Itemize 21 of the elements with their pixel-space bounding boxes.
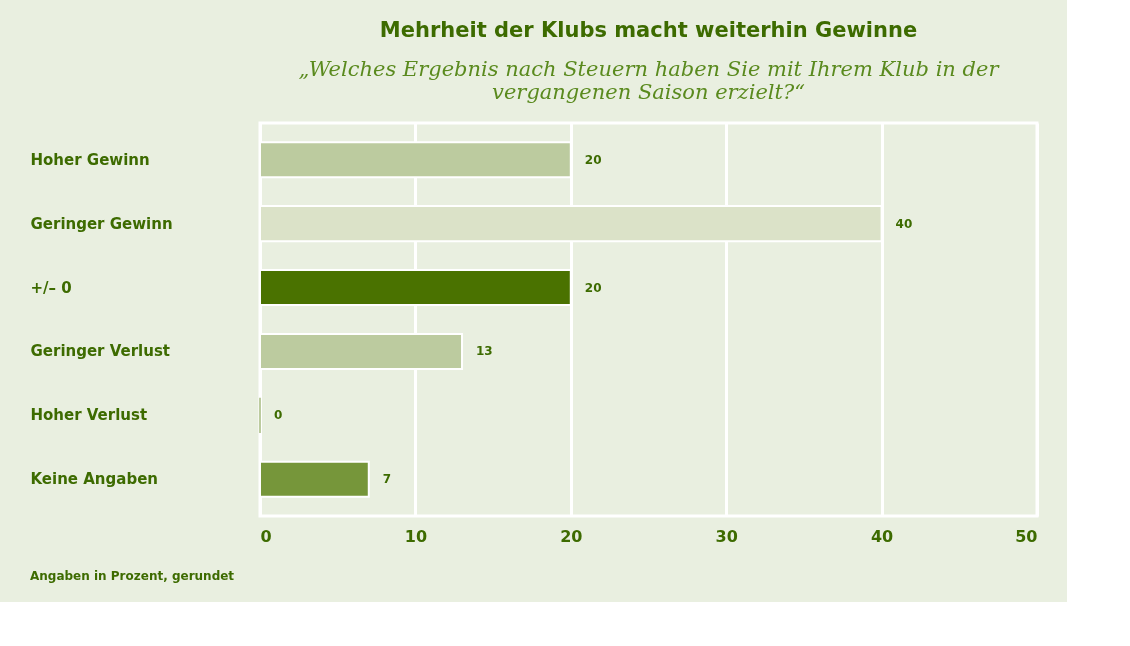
y-tick-label: Geringer Verlust [30,342,171,361]
y-tick-label: Hoher Gewinn [30,150,150,169]
y-tick-label: +/– 0 [30,278,72,297]
x-tick-label: 40 [870,526,894,546]
data-label: 40 [895,216,913,231]
data-label: 7 [382,472,392,487]
x-tick-label: 50 [1015,526,1038,546]
chart-subtitle: „Welches Ergebnis nach Steuern haben Sie mit Ihrem Klub in der vergangenen Saison erzielt?“ [298,57,1001,104]
x-tick-label: 30 [715,526,738,546]
y-tick-label: Geringer Gewinn [30,214,173,233]
data-label: 0 [274,408,283,423]
chart-title: Mehrheit der Klubs macht weiterhin Gewinne [379,18,918,42]
data-label: 20 [584,152,602,167]
x-tick-label: 10 [404,526,428,546]
y-tick-label: Keine Angaben [30,470,158,489]
x-tick-label: 20 [560,526,583,546]
data-label: 13 [476,344,493,359]
y-tick-label: Hoher Verlust [30,406,148,425]
text: Angaben in Prozent, gerundet [30,569,235,583]
x-tick-label: 0 [260,526,272,546]
data-label: 20 [584,280,602,295]
